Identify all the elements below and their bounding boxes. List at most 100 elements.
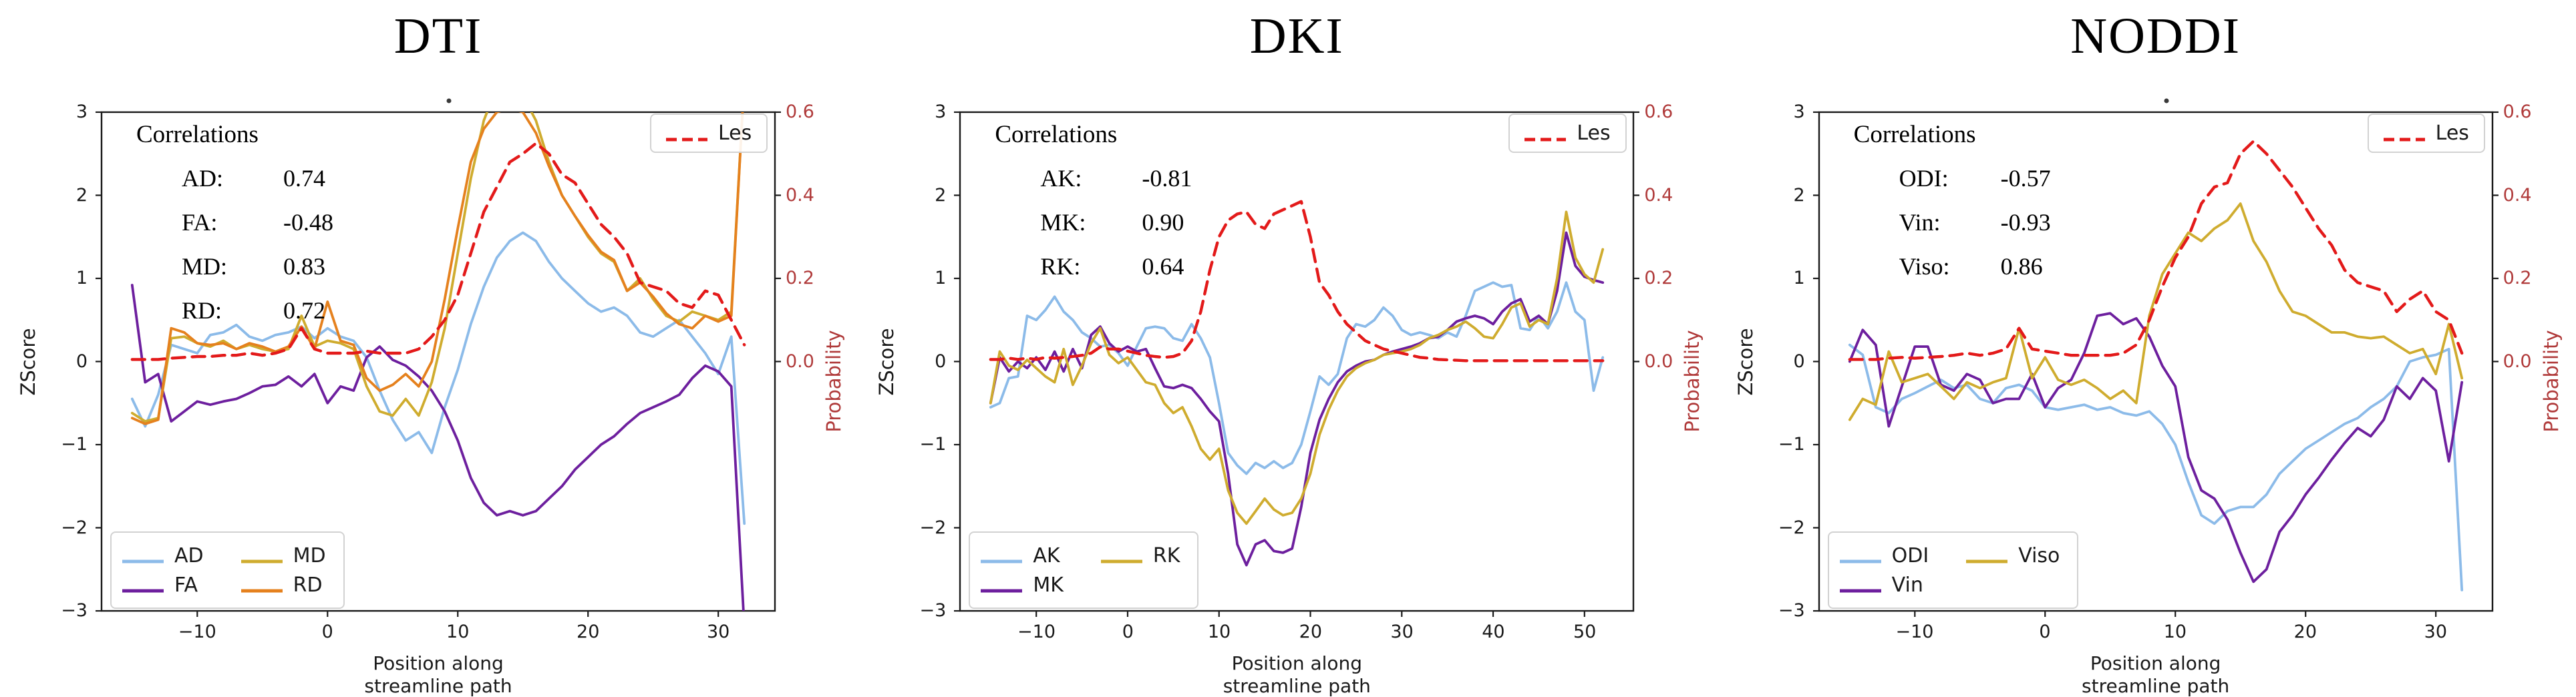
x-tick-label: 20 <box>577 622 600 642</box>
x-tick-label: 30 <box>2424 622 2448 642</box>
correlations-header: Correlations <box>136 121 259 148</box>
swatch-svg <box>666 138 707 141</box>
les-dashed-line-swatch-icon <box>666 132 707 141</box>
les-legend: Les <box>2367 113 2485 153</box>
series-line-viso <box>1848 202 2463 421</box>
series-line-vin <box>1848 312 2463 584</box>
correlation-metric-value: 0.72 <box>283 297 325 324</box>
x-tick-label: 0 <box>2039 622 2051 642</box>
title-dot <box>2164 98 2169 103</box>
chart-panel-noddi: NODDI −10 0 10 20 30 3 2 1 0 −1 −2 −3 0.6 0.4 0.2 0.0 ZSc… <box>1718 0 2576 697</box>
series-line-ad <box>130 231 746 525</box>
plot-canvas <box>954 111 1640 617</box>
correlation-metric-label: ODI: <box>1899 165 1949 192</box>
x-tick-label: 0 <box>1122 622 1134 642</box>
correlation-metric-value: -0.57 <box>2000 165 2051 192</box>
y-tick-label-left: 3 <box>935 101 947 122</box>
swatch-svg <box>122 559 164 563</box>
x-tick-label: 0 <box>321 622 333 642</box>
legend-item-ad: AD <box>122 541 204 570</box>
correlation-metric-value: 0.64 <box>1142 253 1184 280</box>
legend-label: AK <box>1033 543 1060 567</box>
y-tick-label-right: 0.6 <box>786 101 814 122</box>
y-tick-label-right: 0.4 <box>2503 184 2532 206</box>
y-tick-label-left: −2 <box>919 517 947 538</box>
chart-title: DTI <box>393 8 483 64</box>
x-tick-label: −10 <box>1895 622 1934 642</box>
y-tick-label-right: 0.0 <box>2503 351 2532 372</box>
y-tick-label-right: 0.0 <box>1644 351 1673 372</box>
correlation-metric-label: AD: <box>182 165 223 192</box>
legend-label: MK <box>1033 573 1064 597</box>
legend-item-viso: Viso <box>1966 541 2060 570</box>
x-tick-label: 20 <box>1299 622 1323 642</box>
x-tick-label: 10 <box>1207 622 1231 642</box>
correlations-header: Correlations <box>995 121 1118 148</box>
swatch-svg <box>981 589 1023 593</box>
y-axis-label-left: ZScore <box>875 327 899 396</box>
series-legend: AD FA MD RD <box>110 531 345 609</box>
x-axis-label: Position along streamline path <box>1223 652 1371 697</box>
x-tick-label: −10 <box>178 622 216 642</box>
y-tick-label-left: 2 <box>1793 184 1805 206</box>
x-tick-label: 20 <box>2293 622 2317 642</box>
y-tick-label-left: 1 <box>75 268 88 288</box>
les-dashed-line-swatch-icon <box>1524 132 1567 141</box>
swatch-svg <box>1524 138 1567 141</box>
y-tick-label-left: 3 <box>75 101 88 122</box>
legend-item-ak: AK <box>981 541 1064 570</box>
y-tick-label-left: −2 <box>1778 517 1805 538</box>
x-tick-label: 50 <box>1573 622 1597 642</box>
x-tick-label: 40 <box>1482 622 1505 642</box>
x-axis-label: Position along streamline path <box>364 652 512 697</box>
y-tick-label-left: −2 <box>61 517 88 538</box>
series-line-les <box>130 142 746 361</box>
les-legend: Les <box>650 113 768 153</box>
legend-label: RK <box>1152 543 1180 567</box>
correlation-metric-value: 0.74 <box>283 165 325 192</box>
y-tick-label-right: 0.0 <box>786 351 814 372</box>
legend-label: MD <box>293 543 326 567</box>
x-tick-label: 30 <box>1390 622 1414 642</box>
legend-item-fa: FA <box>122 570 204 600</box>
correlation-metric-label: RK: <box>1040 253 1081 280</box>
legend-item-vin: Vin <box>1839 570 1929 600</box>
legend-label: ODI <box>1891 543 1929 567</box>
x-axis-label: Position along streamline path <box>2082 652 2230 697</box>
les-dashed-line-swatch-icon <box>2383 132 2425 141</box>
legend-item-odi: ODI <box>1839 541 1929 570</box>
rd-line-swatch-icon <box>240 583 283 593</box>
x-tick-label: 10 <box>2163 622 2187 642</box>
correlation-metric-label: MK: <box>1040 209 1086 236</box>
y-tick-label-left: 2 <box>935 184 947 206</box>
y-tick-label-left: 3 <box>1793 101 1805 122</box>
y-tick-label-left: −3 <box>1778 600 1805 621</box>
les-legend: Les <box>1508 113 1627 153</box>
swatch-svg <box>1100 559 1142 563</box>
correlation-metric-label: AK: <box>1040 165 1082 192</box>
y-tick-label-left: −1 <box>61 434 88 455</box>
swatch-svg <box>1966 559 2008 563</box>
vin-line-swatch-icon <box>1839 583 1881 593</box>
correlations-header: Correlations <box>1853 121 1976 148</box>
y-axis-label-left: ZScore <box>1734 327 1757 396</box>
y-tick-label-left: 0 <box>1793 351 1805 372</box>
rk-line-swatch-icon <box>1100 553 1142 563</box>
legend-label: AD <box>174 543 204 567</box>
y-tick-label-right: 0.2 <box>2503 268 2532 288</box>
legend-label: RD <box>293 573 323 597</box>
legend-label-les: Les <box>1577 122 1611 145</box>
y-tick-label-left: −3 <box>919 600 947 621</box>
chart-title: DKI <box>1249 8 1344 64</box>
swatch-svg <box>122 589 164 593</box>
y-tick-label-right: 0.2 <box>1644 268 1673 288</box>
y-tick-label-left: 0 <box>935 351 947 372</box>
swatch-svg <box>2383 138 2425 141</box>
correlation-metric-value: -0.93 <box>2000 209 2051 236</box>
y-axis-label-left: ZScore <box>17 327 39 396</box>
swatch-svg <box>981 559 1023 563</box>
correlation-metric-value: 0.83 <box>283 253 325 280</box>
legend-item-rd: RD <box>240 570 326 600</box>
x-tick-label: 10 <box>446 622 470 642</box>
